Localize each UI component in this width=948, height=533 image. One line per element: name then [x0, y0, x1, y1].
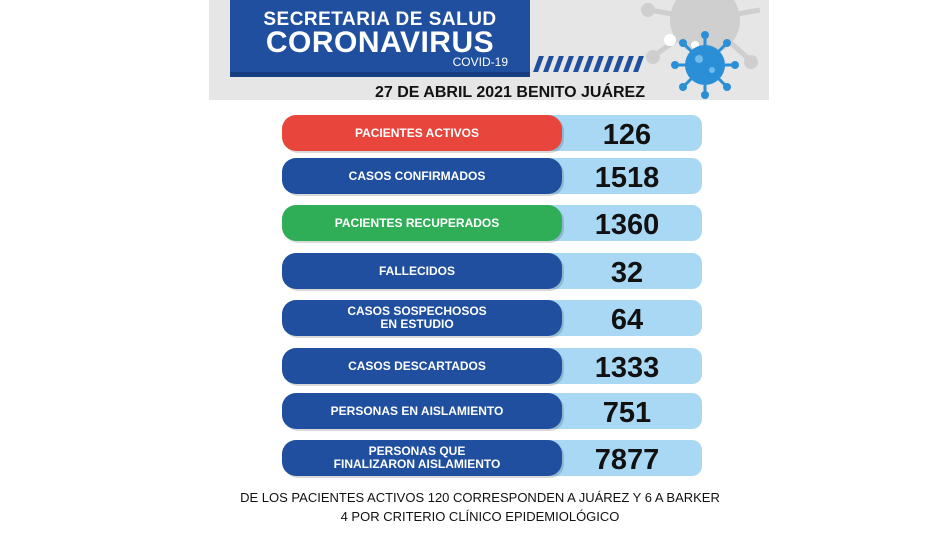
row-casos-descartados: CASOS DESCARTADOS 1333: [282, 348, 702, 384]
row-value: 126: [602, 118, 652, 151]
row-value: 1518: [594, 161, 660, 194]
row-value: 64: [610, 303, 644, 336]
row-value: 751: [602, 396, 652, 429]
row-casos-confirmados: CASOS CONFIRMADOS 1518: [282, 158, 702, 194]
row-value: 1360: [594, 208, 660, 241]
row-pacientes-activos: PACIENTES ACTIVOS 126: [282, 115, 702, 151]
row-casos-sospechosos: CASOS SOSPECHOSOS EN ESTUDIO 64: [282, 300, 702, 336]
footnote-line1: DE LOS PACIENTES ACTIVOS 120 CORRESPONDE…: [240, 490, 720, 505]
row-label: PERSONAS EN AISLAMIENTO: [330, 403, 504, 418]
stripes-decoration: [533, 56, 646, 72]
title-banner: SECRETARIA DE SALUD CORONAVIRUS COVID-19: [230, 0, 530, 77]
title-coronavirus: CORONAVIRUS: [265, 26, 495, 59]
row-finalizaron-aislamiento: PERSONAS QUE FINALIZARON AISLAMIENTO 787…: [282, 440, 702, 476]
row-label: CASOS CONFIRMADOS: [348, 168, 486, 183]
row-value: 1333: [594, 351, 660, 384]
row-label: PACIENTES ACTIVOS: [354, 125, 479, 140]
row-fallecidos: FALLECIDOS 32: [282, 253, 702, 289]
virus-icon: [671, 31, 739, 99]
row-pacientes-recuperados: PACIENTES RECUPERADOS 1360: [282, 205, 702, 241]
footnote: DE LOS PACIENTES ACTIVOS 120 CORRESPONDE…: [200, 488, 760, 526]
footnote-line2: 4 POR CRITERIO CLÍNICO EPIDEMIOLÓGICO: [340, 509, 620, 524]
row-personas-aislamiento: PERSONAS EN AISLAMIENTO 751: [282, 393, 702, 429]
row-label: PERSONAS QUE FINALIZARON AISLAMIENTO: [333, 444, 501, 471]
row-value: 32: [610, 256, 644, 289]
row-label: CASOS DESCARTADOS: [348, 358, 486, 373]
row-label: CASOS SOSPECHOSOS EN ESTUDIO: [347, 304, 487, 331]
row-label: PACIENTES RECUPERADOS: [334, 215, 500, 230]
title-covid: COVID-19: [452, 55, 508, 69]
row-value: 7877: [594, 443, 660, 476]
row-label: FALLECIDOS: [378, 263, 455, 278]
virus-decoration-icon: [641, 0, 760, 69]
date-line: 27 DE ABRIL 2021 BENITO JUÁREZ: [374, 84, 645, 101]
title-secretaria: SECRETARIA DE SALUD: [263, 9, 497, 30]
